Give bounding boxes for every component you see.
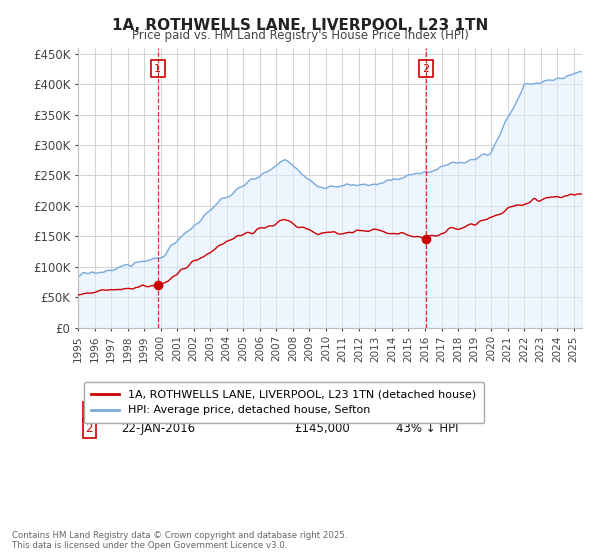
Text: 22-JAN-2016: 22-JAN-2016 [121,422,195,435]
Text: 35% ↓ HPI: 35% ↓ HPI [395,405,458,418]
Text: £69,500: £69,500 [295,405,343,418]
Text: 1A, ROTHWELLS LANE, LIVERPOOL, L23 1TN: 1A, ROTHWELLS LANE, LIVERPOOL, L23 1TN [112,18,488,33]
Text: Contains HM Land Registry data © Crown copyright and database right 2025.
This d: Contains HM Land Registry data © Crown c… [12,530,347,550]
Text: 1: 1 [86,405,93,418]
Legend: 1A, ROTHWELLS LANE, LIVERPOOL, L23 1TN (detached house), HPI: Average price, det: 1A, ROTHWELLS LANE, LIVERPOOL, L23 1TN (… [83,382,484,423]
Text: 43% ↓ HPI: 43% ↓ HPI [395,422,458,435]
Text: 1: 1 [154,64,161,73]
Text: £145,000: £145,000 [295,422,350,435]
Text: 29-OCT-1999: 29-OCT-1999 [121,405,199,418]
Text: 2: 2 [422,64,430,73]
Text: 2: 2 [86,422,93,435]
Text: Price paid vs. HM Land Registry's House Price Index (HPI): Price paid vs. HM Land Registry's House … [131,29,469,42]
